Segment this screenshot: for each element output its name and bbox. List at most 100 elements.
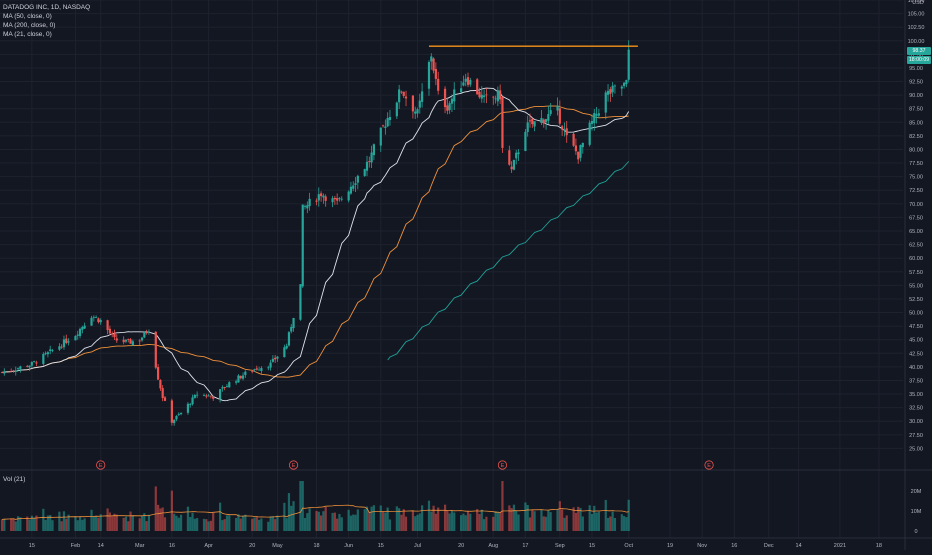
volume-bar (255, 516, 258, 531)
volume-bar (28, 519, 31, 531)
volume-bar (623, 516, 626, 531)
candle-body (414, 111, 417, 114)
volume-bar (317, 511, 320, 531)
earnings-letter: E (99, 463, 103, 469)
earnings-letter: E (707, 463, 711, 469)
volume-bar (191, 512, 194, 531)
volume-bar (349, 515, 353, 531)
candle-body (60, 346, 63, 348)
price-axis: 25.00 27.50 30.00 32.50 35.00 37.50 40.00 42.50… (908, 0, 925, 452)
price-tick-label: 102.50 (908, 25, 925, 31)
volume-bar (540, 509, 543, 531)
candle-body (239, 375, 242, 379)
price-tick-label: 30.00 (909, 419, 923, 425)
price-tick-label: 50.00 (909, 311, 923, 317)
volume-bar (549, 512, 552, 531)
candle-body (453, 89, 456, 102)
volume-bar (627, 499, 630, 531)
price-tick-label: 60.00 (909, 256, 923, 262)
candles (0, 40, 630, 426)
volume-bar (44, 520, 47, 531)
volume-bar (225, 515, 229, 531)
date-tick-label: 14 (98, 543, 104, 549)
price-tick-label: 67.50 (909, 215, 923, 221)
volume-bar (14, 521, 17, 531)
volume-bar (113, 513, 116, 531)
volume-bar (531, 509, 534, 531)
volume-bar (26, 516, 29, 531)
candle-body (432, 58, 435, 71)
volume-bar (398, 508, 401, 531)
candle-body (512, 159, 516, 170)
candle-body (191, 397, 194, 405)
volume-bar (443, 504, 447, 531)
candle-body (526, 122, 529, 132)
volume-tick-label: 20M (911, 489, 922, 495)
volume-bar (588, 505, 591, 531)
volume-bar (528, 517, 532, 531)
volume-bar (83, 518, 86, 531)
volume-bar (526, 505, 529, 531)
candle-body (437, 78, 440, 91)
candle-body (285, 345, 288, 349)
volume-bar (613, 517, 617, 531)
candle-body (189, 404, 192, 405)
candle-body (547, 114, 550, 121)
volume-bars (0, 481, 630, 531)
candle-body (485, 94, 488, 96)
volume-bar (154, 486, 157, 531)
price-tick-label: 72.50 (909, 188, 923, 194)
candle-body (97, 318, 100, 323)
candle-body (83, 325, 86, 329)
date-tick-label: 14 (796, 543, 802, 549)
candle-body (384, 126, 387, 128)
candle-body (542, 119, 545, 124)
ma-200-label: MA (200, close, 0) (3, 22, 56, 29)
volume-bar (544, 516, 548, 531)
candle-body (207, 395, 210, 397)
candle-body (205, 395, 208, 397)
price-tick-label: 75.00 (909, 175, 923, 181)
candle-body (381, 125, 385, 127)
volume-bar (306, 513, 309, 531)
volume-bar (563, 517, 566, 531)
ma-21-label: MA (21, close, 0) (3, 31, 52, 38)
price-tick-label: 87.50 (909, 107, 923, 113)
volume-bar (411, 510, 415, 531)
date-tick-label: Aug (488, 543, 498, 549)
volume-bar (462, 513, 465, 531)
price-tick-label: 62.50 (909, 243, 923, 249)
volume-bar (235, 517, 238, 531)
candle-body (446, 105, 449, 111)
candle-body (33, 361, 36, 363)
candle-body (287, 332, 291, 346)
volume-bar (51, 520, 54, 531)
volume-bar (480, 509, 483, 531)
volume-bar (460, 515, 463, 531)
candle-body (292, 317, 295, 329)
candle-body (108, 328, 111, 334)
volume-bar (485, 516, 488, 531)
ma-50-path (1, 105, 629, 378)
date-tick-label: 15 (29, 543, 35, 549)
volume-bar (196, 518, 199, 531)
candle-body (212, 396, 215, 399)
volume-bar (129, 511, 132, 531)
volume-bar (290, 505, 293, 531)
volume-bar (515, 510, 518, 531)
candle-body (368, 161, 371, 162)
candle-body (274, 357, 277, 360)
volume-bar (365, 506, 369, 531)
volume-axis: 10M 20M 0 (911, 489, 922, 535)
candle-body (65, 338, 68, 344)
price-tick-label: 85.00 (909, 120, 923, 126)
volume-bar (620, 514, 623, 531)
volume-bar (524, 502, 527, 531)
candle-body (418, 100, 421, 108)
candle-body (30, 362, 33, 366)
candle-body (611, 85, 614, 93)
volume-bar (30, 515, 33, 531)
